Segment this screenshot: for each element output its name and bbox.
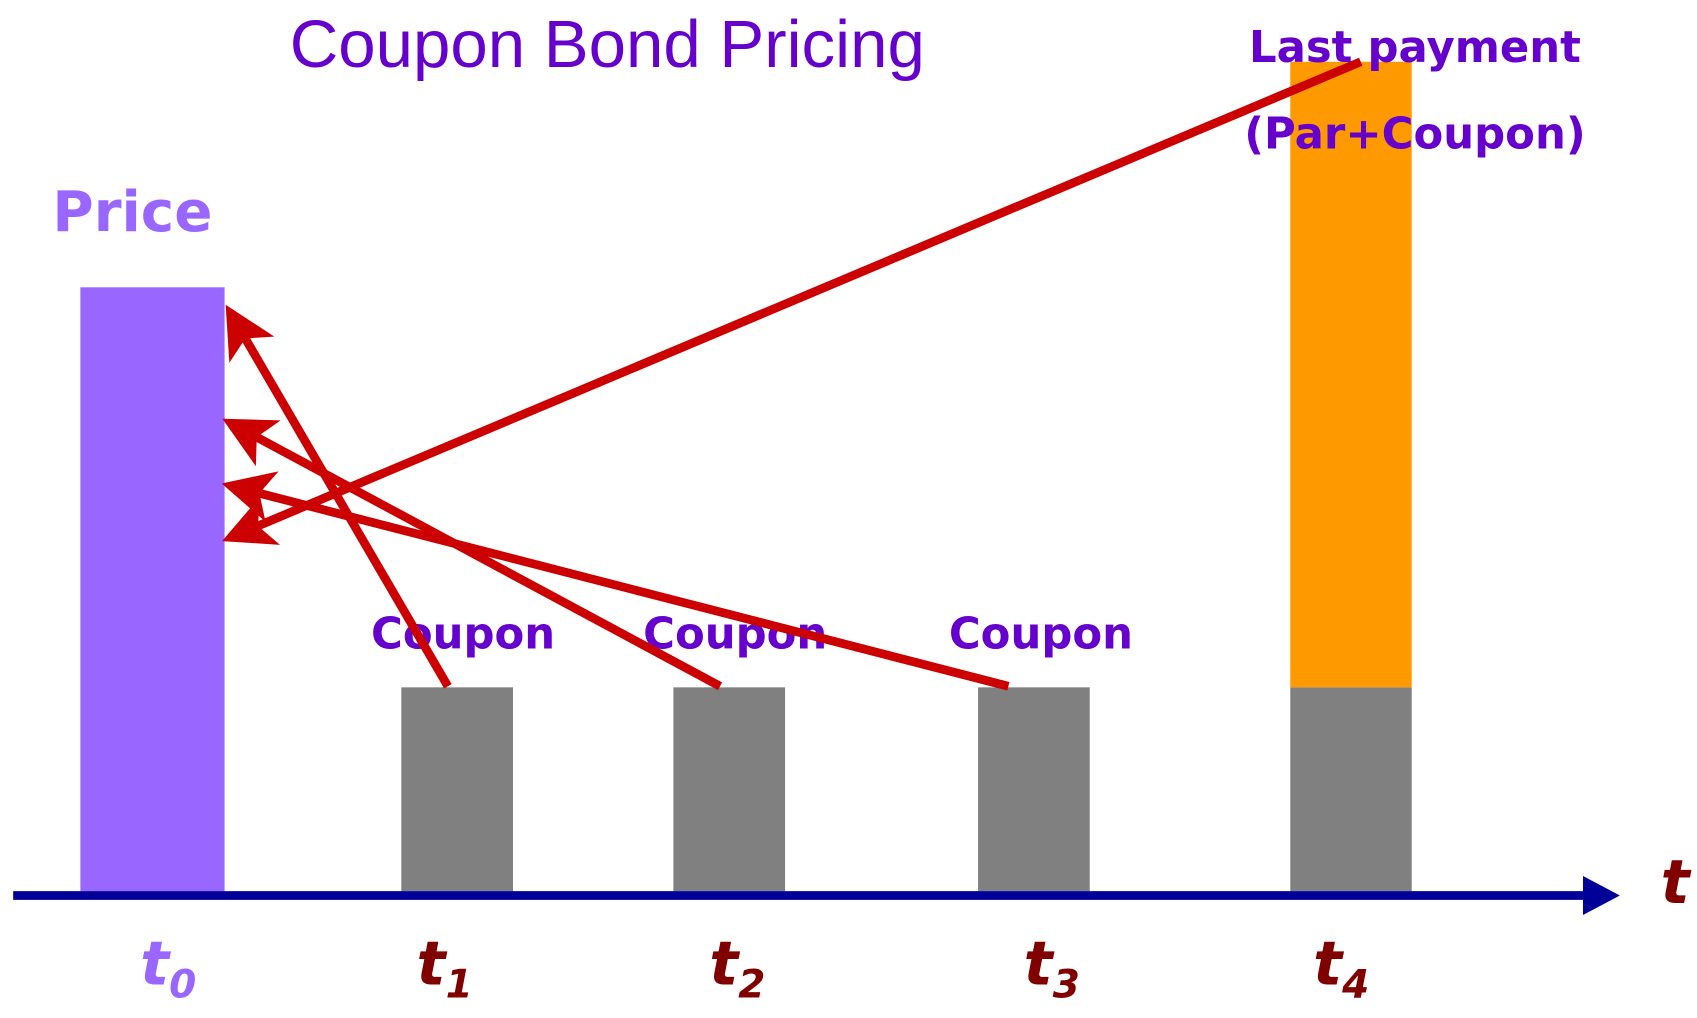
last-payment-label: (Par+Coupon) <box>1244 110 1585 160</box>
title: Coupon Bond Pricing <box>290 7 925 82</box>
discount-arrow <box>225 304 452 689</box>
time-label: t0 <box>140 929 196 1007</box>
coupon-bar <box>978 687 1090 892</box>
time-symbol: t <box>1024 929 1055 999</box>
time-symbol: t <box>140 929 171 999</box>
coupon-label: Coupon <box>371 609 555 659</box>
discount-arrow <box>222 57 1363 545</box>
time-symbol: t <box>417 929 448 999</box>
coupon-bar <box>401 687 513 892</box>
par-bar <box>1290 61 1412 688</box>
price-bar <box>80 287 225 892</box>
time-label: t3 <box>1024 929 1080 1007</box>
time-label: t4 <box>1313 929 1369 1007</box>
time-symbol: t <box>709 929 740 999</box>
last-payment-label: Last payment <box>1249 23 1581 73</box>
coupon-label: Coupon <box>949 609 1133 659</box>
time-subscript: 3 <box>1053 962 1080 1007</box>
axis-label: t <box>1661 848 1692 918</box>
time-label: t1 <box>417 929 473 1007</box>
discount-arrow <box>222 418 723 691</box>
discount-arrow <box>221 471 1010 691</box>
coupon-bar <box>1290 687 1412 892</box>
time-subscript: 2 <box>738 962 765 1007</box>
time-subscript: 1 <box>446 962 473 1007</box>
price-label: Price <box>52 180 212 245</box>
time-symbol: t <box>1313 929 1344 999</box>
time-subscript: 0 <box>169 962 196 1007</box>
axis-arrowhead <box>1582 875 1620 916</box>
time-subscript: 4 <box>1341 962 1369 1007</box>
coupon-bar <box>673 687 786 892</box>
time-label: t2 <box>709 929 765 1007</box>
